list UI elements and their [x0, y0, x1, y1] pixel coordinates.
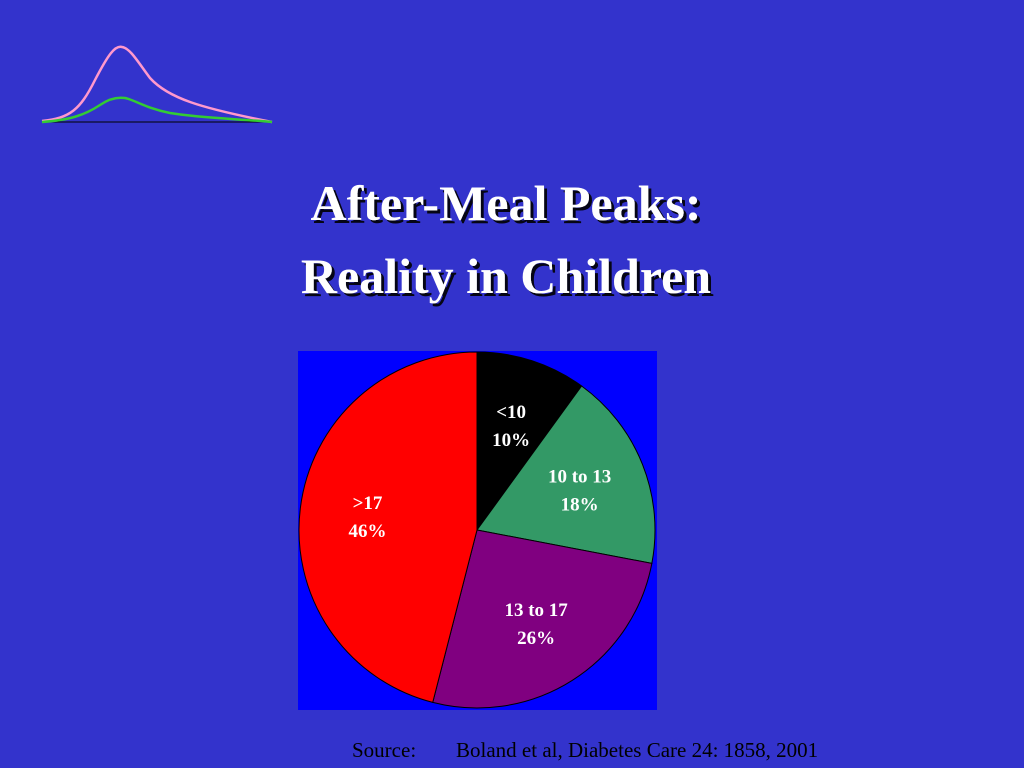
- slice-category: <10: [496, 402, 526, 423]
- chart-title: After-Meal Peaks:: [310, 175, 701, 231]
- slice-value-label: 18%: [561, 494, 599, 515]
- pie-slice: [432, 529, 653, 709]
- source-label: Source:: [352, 738, 416, 762]
- slice-value-label: 46%: [349, 521, 387, 542]
- slice-category: 13 to 17: [504, 600, 568, 621]
- pie: <10 10% 10 to 13 18% 13 to 17 26% >17 46%: [298, 351, 656, 709]
- peak-icon: [41, 45, 273, 124]
- pie-slice: [476, 385, 656, 564]
- title-group: After-Meal Peaks: Reality in Children: [301, 175, 711, 304]
- pie-slice: [476, 351, 583, 532]
- slice-category: >17: [353, 493, 383, 514]
- source: Boland et al, Diabetes Care 24: 1858, 20…: [456, 738, 818, 762]
- slice-value-label: 10%: [492, 430, 530, 451]
- chart-title: Reality in Children: [301, 248, 711, 304]
- pie-slice: [298, 351, 478, 704]
- slice-value-label: 26%: [517, 628, 555, 649]
- slice-category: 10 to 13: [548, 466, 611, 487]
